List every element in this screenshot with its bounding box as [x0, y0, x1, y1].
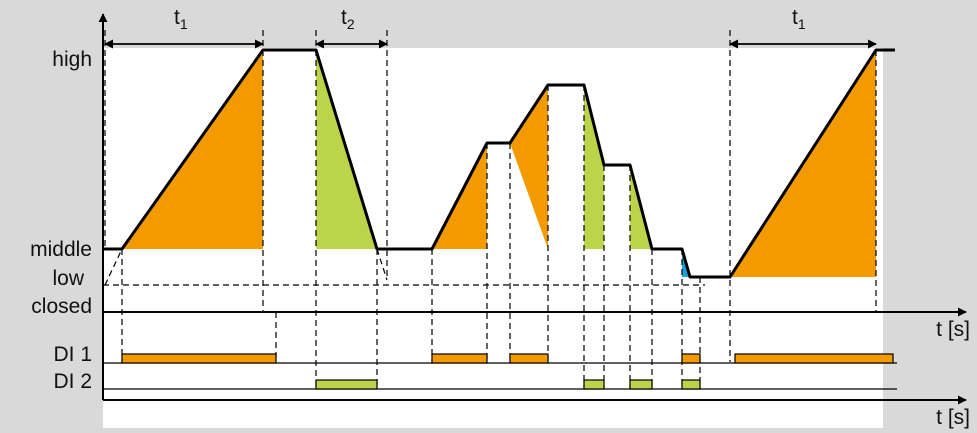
di2-pulse: [681, 379, 701, 390]
guide-lines: [103, 30, 877, 388]
di1-pulse: [509, 353, 549, 364]
axes: [98, 13, 967, 405]
di1-pulses: [121, 353, 894, 364]
label-low: low: [52, 267, 84, 290]
di2-pulse: [583, 379, 605, 390]
label-closed: closed: [31, 295, 92, 318]
time-axis-label: t [s]: [936, 318, 970, 341]
t1-label: t1: [174, 6, 188, 32]
di1-pulse: [681, 353, 701, 364]
ramp-up-fill: [510, 85, 548, 249]
ramp-down-fill: [584, 85, 604, 249]
label-high: high: [52, 48, 92, 71]
t2-label: t2: [341, 6, 355, 32]
time-axis-label: t [s]: [936, 406, 970, 429]
speed-profile-line: [103, 48, 895, 279]
t1-label: t1: [792, 6, 806, 32]
di1-pulse: [431, 353, 488, 364]
label-middle: middle: [30, 238, 92, 261]
label-di1: DI 1: [53, 343, 92, 366]
di1-pulse: [121, 353, 277, 364]
label-di2: DI 2: [53, 370, 92, 393]
di2-pulse: [629, 379, 653, 390]
di2-pulse: [315, 379, 378, 390]
di2-pulses: [315, 379, 701, 390]
di1-pulse: [734, 353, 894, 364]
